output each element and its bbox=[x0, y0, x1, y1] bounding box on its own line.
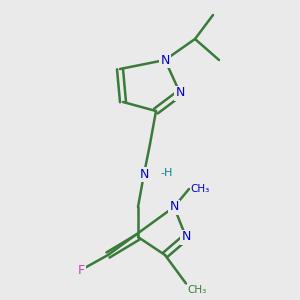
Text: CH₃: CH₃ bbox=[188, 285, 207, 295]
Text: F: F bbox=[77, 263, 85, 277]
Text: -H: -H bbox=[160, 167, 173, 178]
Text: N: N bbox=[160, 53, 170, 67]
Text: N: N bbox=[181, 230, 191, 244]
Text: N: N bbox=[139, 167, 149, 181]
Text: N: N bbox=[175, 86, 185, 100]
Text: N: N bbox=[169, 200, 179, 214]
Text: CH₃: CH₃ bbox=[190, 184, 210, 194]
